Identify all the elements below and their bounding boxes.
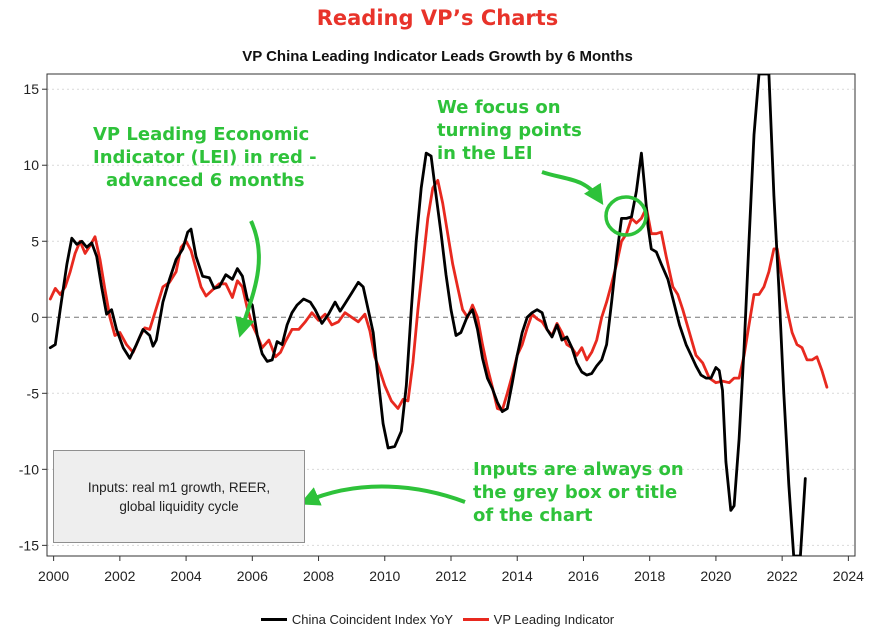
- x-tick-label: 2006: [237, 568, 268, 584]
- y-tick-label: 10: [23, 157, 39, 173]
- lei-note-line: advanced 6 months: [106, 170, 305, 191]
- line-chart: 15 10 5 0 -5 -10 -15 2000 2002 2004 2006 2008 2010 20…: [19, 73, 864, 584]
- x-tick-label: 2014: [502, 568, 533, 584]
- legend-swatch-black: [260, 618, 287, 621]
- turning-point-circle: [604, 195, 648, 237]
- legend-label: VP Leading Indicator: [493, 612, 615, 627]
- x-tick-label: 2018: [634, 568, 665, 584]
- chart-title: VP China Leading Indicator Leads Growth …: [242, 48, 633, 65]
- y-tick-label: -10: [19, 461, 39, 477]
- inputs-arrow: [299, 484, 466, 506]
- x-tick-label: 2016: [568, 568, 599, 584]
- chart-legend: China Coincident Index YoY VP Leading In…: [0, 609, 875, 627]
- x-tick-label: 2024: [833, 568, 864, 584]
- x-tick-label: 2000: [38, 568, 69, 584]
- legend-item-leading: VP Leading Indicator: [462, 612, 615, 627]
- x-tick-label: 2002: [104, 568, 135, 584]
- y-tick-label: 15: [23, 81, 39, 97]
- turning-note-line: turning points: [437, 120, 582, 141]
- lei-note-line: Indicator (LEI) in red -: [93, 147, 317, 168]
- turning-arrow: [541, 170, 604, 206]
- legend-swatch-red: [462, 618, 489, 621]
- inputs-box: Inputs: real m1 growth, REER, global liq…: [53, 450, 305, 543]
- lei-note-line: VP Leading Economic: [93, 124, 310, 145]
- turning-note-line: We focus on: [437, 97, 561, 118]
- x-tick-label: 2004: [171, 568, 202, 584]
- turning-note: We focus on turning points in the LEI: [437, 96, 582, 165]
- legend-label: China Coincident Index YoY: [291, 612, 454, 627]
- x-tick-label: 2022: [767, 568, 798, 584]
- turning-note-line: in the LEI: [437, 143, 533, 164]
- y-tick-label: 5: [31, 233, 39, 249]
- x-tick-label: 2010: [369, 568, 400, 584]
- series-line-coincident-index: [48, 74, 807, 556]
- inputs-note-line: of the chart: [473, 505, 593, 526]
- inputs-note-line: the grey box or title: [473, 482, 678, 503]
- y-tick-label: -5: [27, 385, 40, 401]
- lei-note: VP Leading Economic Indicator (LEI) in r…: [93, 123, 317, 192]
- x-tick-label: 2020: [700, 568, 731, 584]
- x-tick-label: 2008: [303, 568, 334, 584]
- y-tick-label: -15: [19, 537, 39, 553]
- inputs-note: Inputs are always on the grey box or tit…: [473, 458, 684, 527]
- x-tick-label: 2012: [435, 568, 466, 584]
- y-tick-label: 0: [31, 309, 39, 325]
- inputs-note-line: Inputs are always on: [473, 459, 684, 480]
- page-title: Reading VP’s Charts: [316, 6, 559, 30]
- inputs-box-text: Inputs: real m1 growth, REER, global liq…: [87, 479, 271, 514]
- series-line-leading-indicator: [48, 179, 829, 412]
- legend-item-coincident: China Coincident Index YoY: [260, 612, 454, 627]
- lei-arrow: [235, 220, 261, 338]
